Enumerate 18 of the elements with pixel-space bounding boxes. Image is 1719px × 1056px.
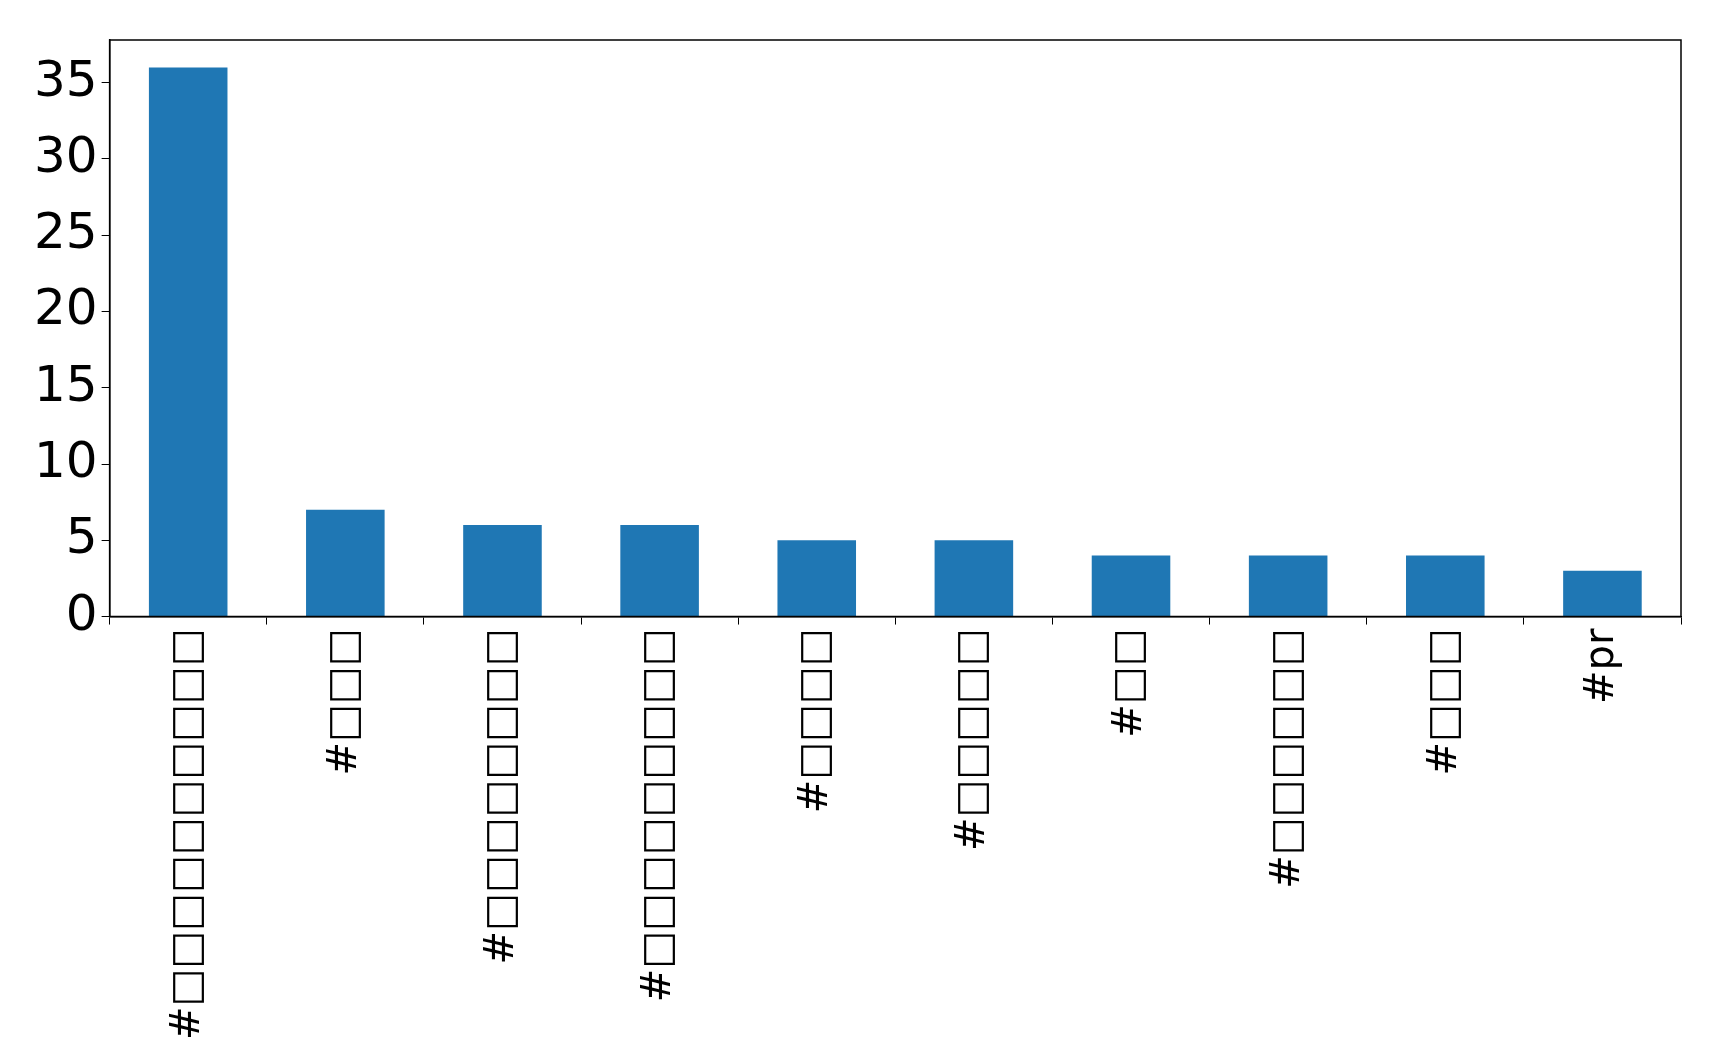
y-tick-label: 20: [34, 278, 98, 337]
x-tick-label: #□□□□□□□□□: [633, 628, 679, 1003]
x-tick-label: #□□□□□□□□□□: [161, 628, 208, 1041]
y-tick-label: 5: [65, 507, 98, 566]
y-tick-label: 35: [34, 49, 98, 108]
x-tick-label: #□□□: [318, 628, 365, 776]
x-tick-label: #□□□□: [790, 628, 837, 814]
y-tick-label: 10: [34, 431, 98, 490]
y-tick-label: 25: [34, 202, 98, 261]
x-tick-label: #□□□□□: [947, 628, 994, 852]
x-tick-label: #□□□: [1418, 628, 1465, 776]
y-tick-label: 0: [65, 583, 98, 642]
x-tick-label: #□□□□□□□□: [475, 628, 522, 965]
x-tick-label: #□□□□□□: [1261, 628, 1308, 889]
y-tick-label: 15: [34, 354, 98, 413]
x-tick-label: #pr: [1575, 628, 1622, 704]
y-tick-label: 30: [34, 125, 98, 184]
x-tick-label: #□□: [1104, 628, 1151, 738]
